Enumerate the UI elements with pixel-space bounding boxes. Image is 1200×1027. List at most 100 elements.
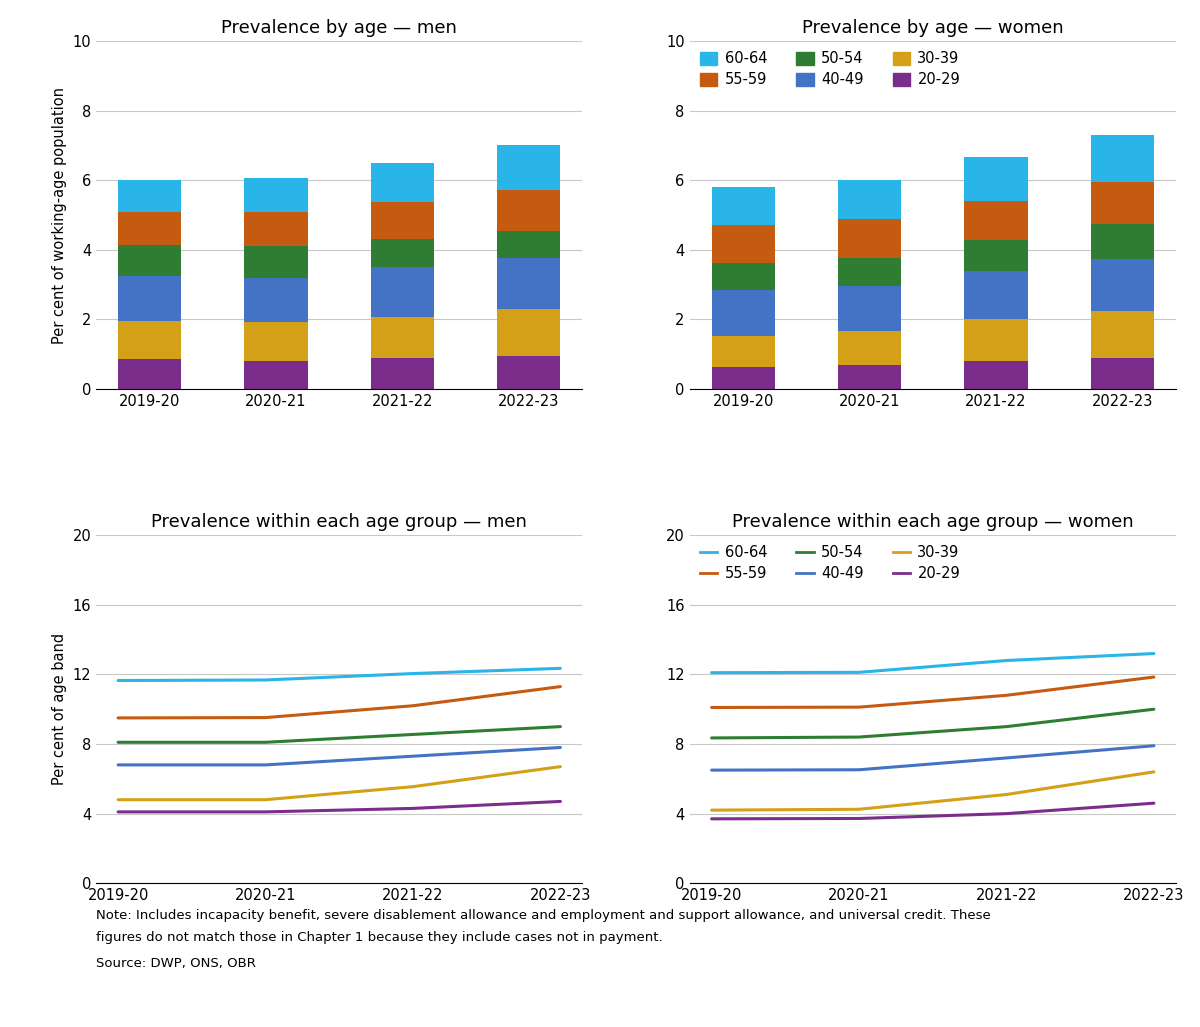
Bar: [245, 245, 307, 277]
Bar: [497, 258, 560, 309]
55-59: [110, 712, 125, 724]
Bar: [965, 240, 1027, 271]
Bar: [838, 181, 901, 219]
Line: 60-64: 60-64: [118, 669, 560, 681]
Bar: [371, 163, 434, 202]
Bar: [838, 219, 901, 258]
20-29: [406, 802, 420, 814]
40-49: [553, 741, 568, 754]
Bar: [497, 190, 560, 231]
50-54: [1000, 721, 1014, 733]
Legend: 60-64, 55-59, 50-54, 40-49, 30-39, 20-29: 60-64, 55-59, 50-54, 40-49, 30-39, 20-29: [697, 542, 964, 584]
50-54: [406, 728, 420, 740]
Line: 40-49: 40-49: [712, 746, 1154, 770]
Bar: [245, 179, 307, 212]
Bar: [118, 276, 181, 321]
Bar: [1091, 357, 1154, 389]
Bar: [371, 267, 434, 316]
30-39: [1000, 789, 1014, 801]
Title: Prevalence by age — women: Prevalence by age — women: [802, 18, 1063, 37]
Bar: [1091, 225, 1154, 259]
Title: Prevalence by age — men: Prevalence by age — men: [221, 18, 457, 37]
60-64: [704, 667, 719, 679]
Bar: [1091, 135, 1154, 182]
Bar: [1091, 259, 1154, 311]
Bar: [712, 368, 775, 389]
20-29: [1147, 797, 1162, 809]
20-29: [704, 812, 719, 825]
20-29: [110, 806, 125, 819]
Bar: [838, 258, 901, 287]
50-54: [1147, 703, 1162, 716]
20-29: [553, 795, 568, 807]
40-49: [258, 759, 272, 771]
30-39: [553, 760, 568, 772]
Bar: [965, 271, 1027, 319]
50-54: [258, 736, 272, 749]
Text: Source: DWP, ONS, OBR: Source: DWP, ONS, OBR: [96, 957, 256, 971]
30-39: [704, 804, 719, 816]
Bar: [712, 336, 775, 368]
Bar: [965, 360, 1027, 389]
Bar: [245, 322, 307, 360]
Bar: [371, 358, 434, 389]
Bar: [371, 202, 434, 239]
Y-axis label: Per cent of working-age population: Per cent of working-age population: [52, 86, 67, 344]
55-59: [1147, 671, 1162, 683]
20-29: [1000, 807, 1014, 820]
Title: Prevalence within each age group — women: Prevalence within each age group — women: [732, 512, 1134, 531]
20-29: [258, 806, 272, 819]
50-54: [110, 736, 125, 749]
Bar: [497, 146, 560, 190]
50-54: [852, 731, 866, 744]
40-49: [1147, 739, 1162, 752]
60-64: [553, 662, 568, 675]
Line: 30-39: 30-39: [712, 772, 1154, 810]
Bar: [497, 309, 560, 356]
55-59: [258, 712, 272, 724]
50-54: [553, 721, 568, 733]
60-64: [852, 667, 866, 679]
Bar: [245, 277, 307, 322]
30-39: [258, 794, 272, 806]
Bar: [497, 231, 560, 258]
Bar: [965, 319, 1027, 360]
Text: figures do not match those in Chapter 1 because they include cases not in paymen: figures do not match those in Chapter 1 …: [96, 931, 662, 945]
Bar: [712, 187, 775, 225]
Bar: [1091, 311, 1154, 357]
55-59: [852, 701, 866, 714]
Bar: [838, 287, 901, 332]
Bar: [965, 201, 1027, 240]
Bar: [371, 316, 434, 358]
60-64: [110, 675, 125, 687]
Line: 55-59: 55-59: [118, 687, 560, 718]
Bar: [118, 321, 181, 359]
Line: 60-64: 60-64: [712, 653, 1154, 673]
Bar: [497, 356, 560, 389]
Text: Note: Includes incapacity benefit, severe disablement allowance and employment a: Note: Includes incapacity benefit, sever…: [96, 909, 991, 922]
Line: 40-49: 40-49: [118, 748, 560, 765]
30-39: [1147, 766, 1162, 778]
Bar: [712, 263, 775, 291]
Line: 50-54: 50-54: [712, 710, 1154, 738]
Line: 55-59: 55-59: [712, 677, 1154, 708]
Bar: [712, 291, 775, 336]
Line: 20-29: 20-29: [118, 801, 560, 812]
Bar: [118, 181, 181, 212]
60-64: [406, 668, 420, 680]
Line: 30-39: 30-39: [118, 766, 560, 800]
55-59: [553, 681, 568, 693]
50-54: [704, 732, 719, 745]
Bar: [118, 244, 181, 276]
60-64: [1000, 654, 1014, 667]
Bar: [838, 366, 901, 389]
Bar: [371, 239, 434, 267]
Bar: [965, 156, 1027, 201]
Legend: 60-64, 55-59, 50-54, 40-49, 30-39, 20-29: 60-64, 55-59, 50-54, 40-49, 30-39, 20-29: [697, 48, 964, 90]
40-49: [704, 764, 719, 776]
Y-axis label: Per cent of age band: Per cent of age band: [52, 634, 67, 786]
Title: Prevalence within each age group — men: Prevalence within each age group — men: [151, 512, 527, 531]
Bar: [118, 212, 181, 244]
55-59: [406, 699, 420, 712]
20-29: [852, 812, 866, 825]
